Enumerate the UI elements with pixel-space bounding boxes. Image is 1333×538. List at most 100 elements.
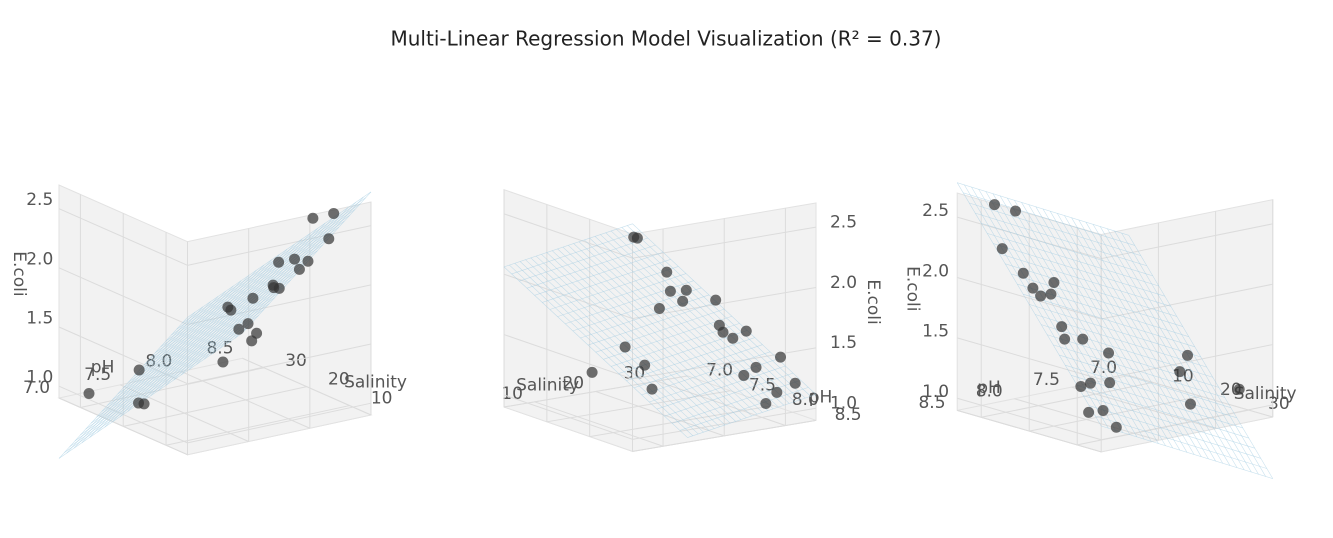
grid-line: [632, 407, 817, 440]
data-point: [1059, 333, 1071, 345]
data-point: [727, 332, 739, 344]
data-point: [1045, 288, 1057, 300]
data-point: [1103, 347, 1115, 359]
subplot: 1020307.07.58.08.51.01.52.02.5SalinitypH…: [501, 188, 883, 453]
data-point: [1048, 276, 1060, 288]
grid-line: [187, 225, 372, 266]
grid-line: [58, 397, 188, 456]
grid-line: [503, 273, 633, 320]
grid-line: [58, 267, 188, 325]
grid-line: [123, 386, 307, 427]
y-axis-label: pH: [809, 387, 833, 407]
data-point: [639, 359, 651, 371]
data-point: [1075, 380, 1087, 392]
data-point: [789, 377, 801, 389]
y-tick-label: 8.0: [976, 381, 1003, 401]
regression-plane: [632, 223, 817, 395]
grid-line: [503, 394, 633, 440]
grid-line: [187, 343, 372, 385]
data-point: [247, 292, 259, 304]
data-point: [293, 263, 305, 275]
y-tick-label: 7.0: [23, 378, 50, 398]
z-tick-label: 1.5: [26, 309, 53, 329]
regression-plane: [1083, 395, 1255, 449]
data-point: [1027, 282, 1039, 294]
grid-line: [1101, 283, 1273, 320]
grid-line: [187, 402, 372, 444]
grid-line: [58, 208, 188, 266]
x-tick-label: 30: [285, 351, 307, 371]
data-point: [133, 364, 145, 376]
data-point: [586, 366, 598, 378]
regression-plane: [626, 225, 811, 397]
data-point: [1104, 377, 1116, 389]
data-point: [267, 279, 279, 291]
data-point: [738, 369, 750, 381]
x-tick-label: 10: [371, 389, 393, 409]
data-point: [1110, 421, 1122, 433]
y-tick-label: 7.5: [1033, 370, 1060, 390]
data-point: [1056, 321, 1068, 333]
data-point: [771, 386, 783, 398]
grid-line: [632, 419, 817, 452]
regression-plane: [58, 332, 243, 459]
grid-line: [957, 409, 1102, 453]
data-point: [646, 383, 658, 395]
grid-line: [1101, 344, 1273, 380]
y-tick-label: 7.0: [1090, 358, 1117, 378]
grid-line: [503, 213, 633, 259]
data-point: [1035, 290, 1047, 302]
z-tick-label: 2.0: [922, 261, 949, 281]
data-point: [619, 341, 631, 353]
subplot: 1020307.07.58.08.51.01.52.02.5SalinitypH…: [903, 182, 1297, 479]
z-axis-label: E.coli: [863, 279, 883, 324]
y-tick-label: 8.0: [792, 390, 819, 410]
subplot: 1020307.07.58.08.51.01.52.02.5SalinitypH…: [9, 184, 407, 459]
grid-line: [546, 390, 731, 423]
data-point: [273, 256, 285, 268]
data-point: [740, 325, 752, 337]
grid-line: [957, 397, 1102, 441]
grid-line: [119, 384, 249, 442]
y-axis-label: pH: [91, 358, 115, 378]
regression-plane: [616, 228, 801, 401]
regression-plane: [1101, 425, 1273, 479]
x-tick-label: 30: [1268, 394, 1290, 414]
data-point: [988, 199, 1000, 211]
z-tick-label: 2.5: [830, 212, 857, 232]
grid-line: [187, 284, 372, 326]
z-tick-label: 1.0: [26, 368, 53, 388]
grid-line: [595, 391, 725, 437]
data-point: [1184, 398, 1196, 410]
data-point: [289, 253, 301, 265]
data-point: [661, 266, 673, 278]
data-point: [1077, 333, 1089, 345]
z-tick-label: 2.0: [830, 273, 857, 293]
data-point: [996, 243, 1008, 255]
grid-line: [589, 405, 774, 438]
grid-line: [981, 381, 1153, 418]
grid-line: [181, 371, 311, 429]
regression-plane: [985, 191, 1131, 435]
data-point: [710, 294, 722, 306]
x-tick-label: 20: [562, 374, 584, 394]
chart-title: Multi-Linear Regression Model Visualizat…: [391, 27, 942, 51]
grid-line: [242, 357, 372, 416]
z-axis-label: E.coli: [903, 266, 923, 311]
grid-line: [80, 367, 265, 408]
z-tick-label: 2.0: [26, 249, 53, 269]
data-point: [246, 335, 258, 347]
grid-line: [632, 226, 817, 259]
data-point: [1097, 405, 1109, 417]
x-tick-label: 10: [501, 384, 523, 404]
regression-plane: [621, 227, 806, 399]
regression-plane: [74, 315, 259, 442]
regression-plane: [1095, 415, 1267, 469]
regression-plane: [1089, 405, 1261, 459]
y-tick-label: 8.5: [918, 393, 945, 413]
regression-plane: [679, 387, 809, 431]
data-point: [323, 233, 335, 245]
regression-plane: [971, 186, 1116, 431]
data-point: [680, 284, 692, 296]
